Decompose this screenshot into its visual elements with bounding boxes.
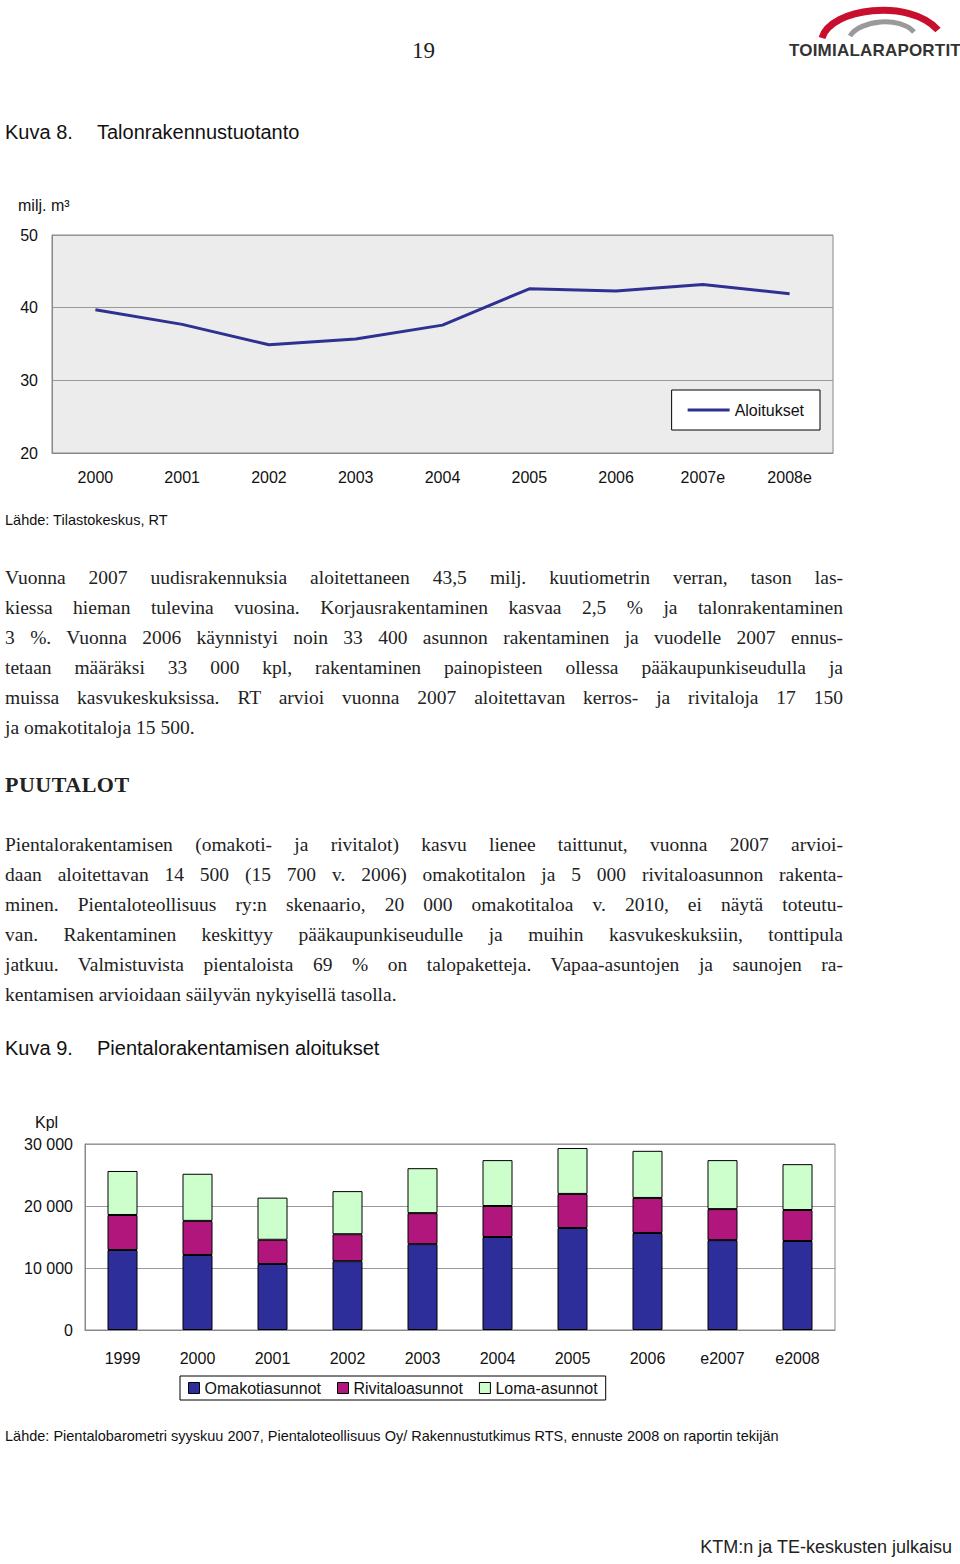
- html-text:PUUTALOT: PUUTALOT: [5, 772, 130, 797]
- svg-text:Aloitukset: Aloitukset: [735, 402, 805, 419]
- svg-text:Kpl: Kpl: [35, 1114, 58, 1131]
- svg-text:30 000: 30 000: [24, 1136, 73, 1153]
- svg-text:Omakotiasunnot: Omakotiasunnot: [205, 1380, 322, 1397]
- svg-text:50: 50: [20, 227, 38, 244]
- svg-text:Rivitaloasunnot: Rivitaloasunnot: [354, 1380, 464, 1397]
- html-text:Talonrakennustuotanto: Talonrakennustuotanto: [97, 121, 300, 143]
- html-text:Pientalorakentamisen (omakoti-: Pientalorakentamisen (omakoti- ja rivita…: [5, 834, 843, 855]
- svg-text:2003: 2003: [405, 1350, 441, 1367]
- html-text:muissa kasvukeskuksissa. RT ar: muissa kasvukeskuksissa. RT arvioi vuonn…: [5, 687, 843, 708]
- html-text:Pientalorakentamisen aloitukse: Pientalorakentamisen aloitukset: [97, 1037, 380, 1059]
- svg-text:0: 0: [64, 1322, 73, 1339]
- html-text:3 %. Vuonna 2006 käynnistyi no: 3 %. Vuonna 2006 käynnistyi noin 33 400 …: [5, 627, 843, 648]
- html-text:Kuva 8.: Kuva 8.: [5, 121, 73, 143]
- html-text:ja omakotitaloja 15 500.: ja omakotitaloja 15 500.: [5, 717, 195, 738]
- svg-text:2000: 2000: [78, 469, 114, 486]
- html-text:tetaan määräksi 33 000 kpl, ra: tetaan määräksi 33 000 kpl, rakentaminen…: [5, 657, 843, 678]
- svg-text:1999: 1999: [105, 1350, 141, 1367]
- svg-text:2005: 2005: [555, 1350, 591, 1367]
- html-text:Vuonna 2007 uudisrakennuksia a: Vuonna 2007 uudisrakennuksia aloitettane…: [5, 567, 843, 588]
- html-text:Lähde: Pientalobarometri syysk: Lähde: Pientalobarometri syyskuu 2007, P…: [5, 1428, 779, 1444]
- svg-text:20 000: 20 000: [24, 1198, 73, 1215]
- svg-text:2000: 2000: [180, 1350, 216, 1367]
- html-text:daan aloitettavan 14 500 (15 7: daan aloitettavan 14 500 (15 700 v. 2006…: [5, 864, 843, 885]
- svg-text:e2007: e2007: [700, 1350, 745, 1367]
- html-text:Kuva 9.: Kuva 9.: [5, 1037, 73, 1059]
- svg-text:2006: 2006: [630, 1350, 666, 1367]
- svg-text:2003: 2003: [338, 469, 374, 486]
- svg-text:2002: 2002: [330, 1350, 366, 1367]
- svg-text:2004: 2004: [480, 1350, 516, 1367]
- svg-text:40: 40: [20, 299, 38, 316]
- svg-text:2002: 2002: [251, 469, 287, 486]
- html-text:van. Rakentaminen keskittyy pä: van. Rakentaminen keskittyy pääkaupunkis…: [5, 924, 843, 945]
- html-text:19: 19: [412, 38, 435, 63]
- svg-text:milj. m³: milj. m³: [18, 197, 70, 214]
- svg-text:2005: 2005: [511, 469, 547, 486]
- svg-text:Loma-asunnot: Loma-asunnot: [495, 1380, 598, 1397]
- html-text:jatkuu. Valmistuvista pientalo: jatkuu. Valmistuvista pientaloista 69 % …: [5, 954, 843, 975]
- svg-text:2001: 2001: [164, 469, 200, 486]
- svg-text:2007e: 2007e: [681, 469, 726, 486]
- html-text:KTM:n ja TE-keskusten julkaisu: KTM:n ja TE-keskusten julkaisu: [700, 1537, 952, 1557]
- svg-text:e2008: e2008: [775, 1350, 820, 1367]
- svg-text:2001: 2001: [255, 1350, 291, 1367]
- svg-text:10 000: 10 000: [24, 1260, 73, 1277]
- html-text:minen. Pientaloteollisuus ry:n: minen. Pientaloteollisuus ry:n skenaario…: [5, 894, 843, 915]
- html-text:Lähde: Tilastokeskus, RT: Lähde: Tilastokeskus, RT: [5, 512, 168, 528]
- svg-text:20: 20: [20, 445, 38, 462]
- svg-text:2006: 2006: [598, 469, 634, 486]
- svg-text:2008e: 2008e: [767, 469, 812, 486]
- svg-text:2004: 2004: [425, 469, 461, 486]
- html-text:kiessa hieman tulevina vuosina: kiessa hieman tulevina vuosina. Korjausr…: [5, 597, 843, 618]
- html-text:TOIMIALARAPORTIT: TOIMIALARAPORTIT: [789, 41, 960, 60]
- svg-text:30: 30: [20, 372, 38, 389]
- html-text:kentamisen arvioidaan säilyvän: kentamisen arvioidaan säilyvän nykyisell…: [5, 984, 397, 1005]
